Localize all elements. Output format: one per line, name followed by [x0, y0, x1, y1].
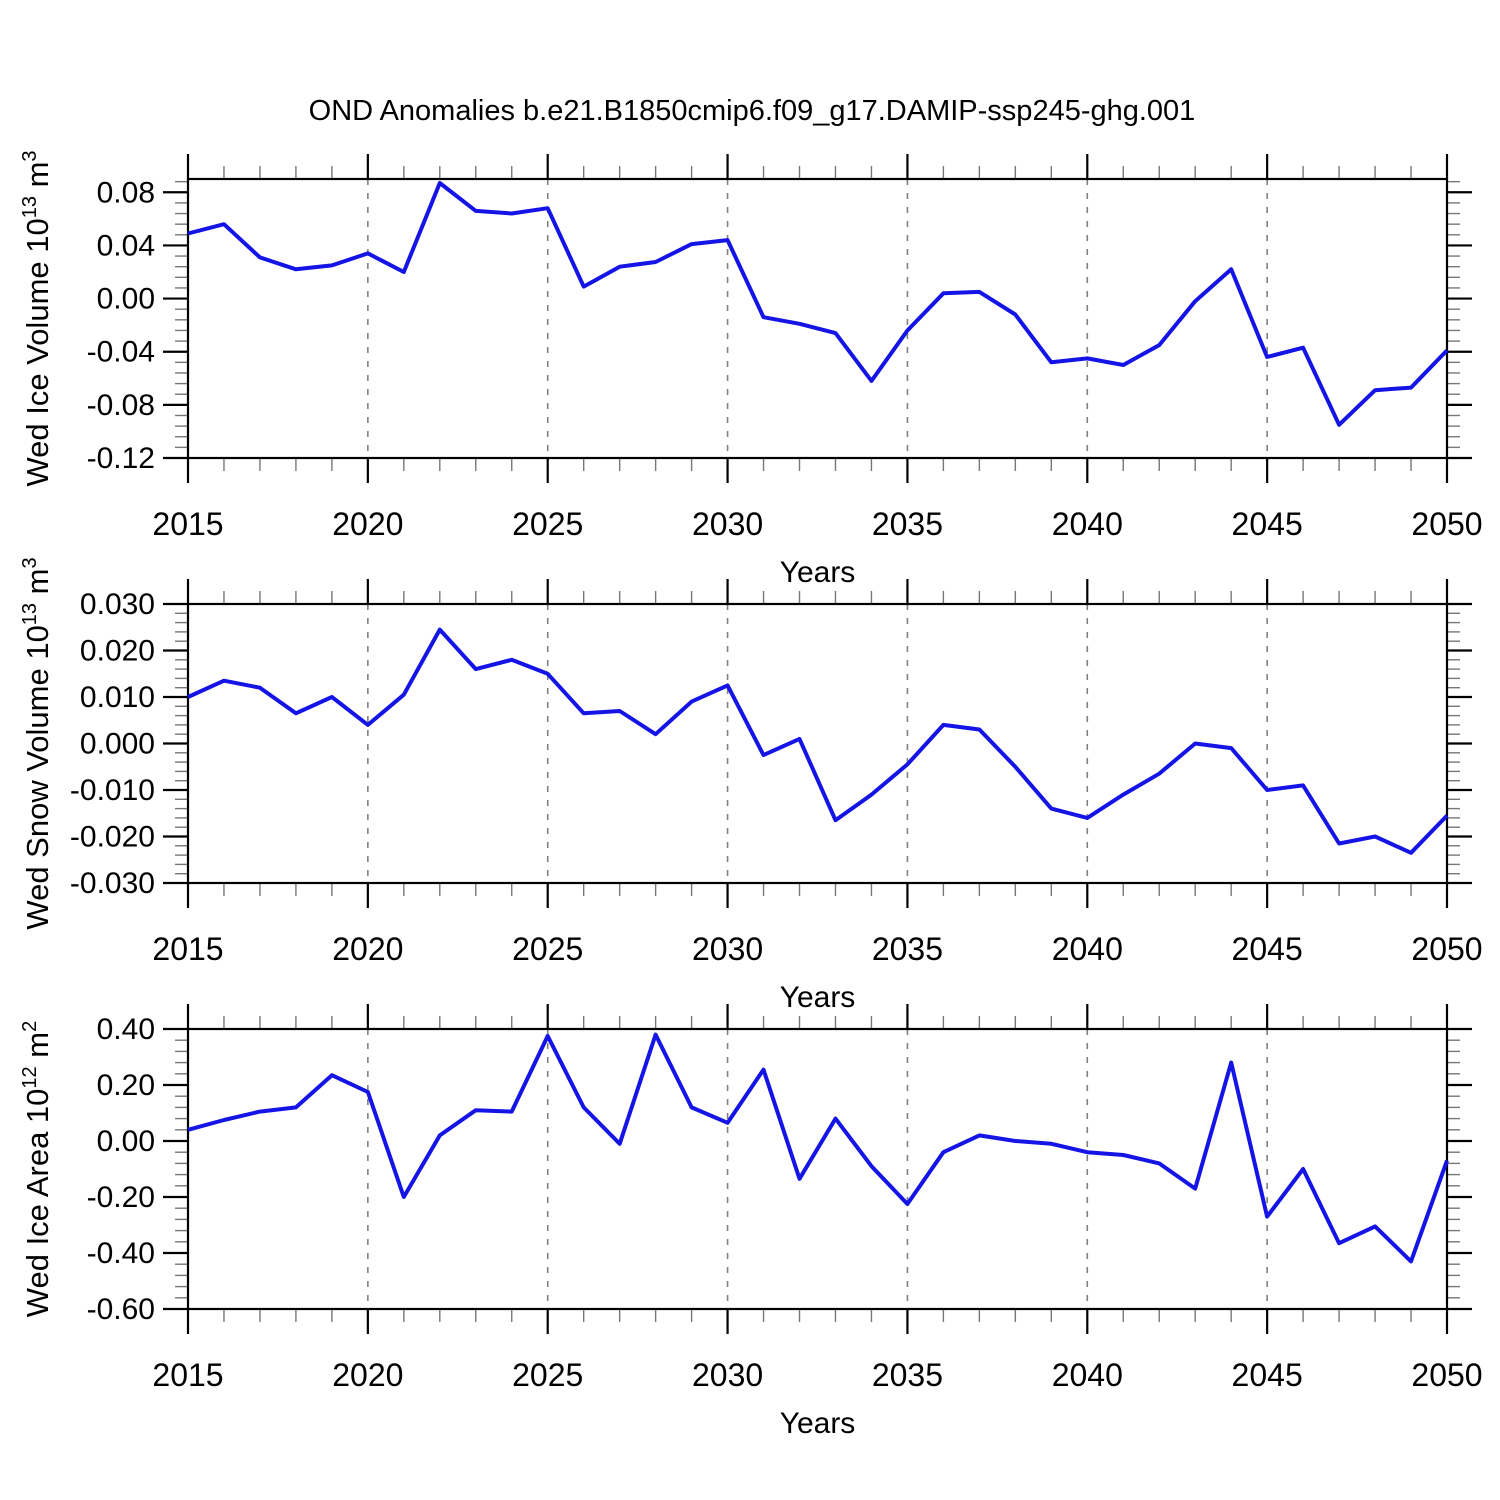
- y-tick-label: -0.60: [87, 1293, 155, 1326]
- x-tick-label: 2020: [332, 1357, 403, 1393]
- y-tick-label: 0.08: [97, 176, 155, 209]
- x-tick-label: 2025: [512, 931, 583, 967]
- x-tick-label: 2040: [1052, 1357, 1123, 1393]
- x-axis-title: Years: [780, 1407, 856, 1440]
- x-tick-label: 2050: [1411, 931, 1482, 967]
- x-tick-label: 2045: [1232, 1357, 1303, 1393]
- y-tick-label: -0.020: [70, 821, 155, 854]
- subplot-2: 2015 2020 2025 2030 2035 2040 2045 2050 0.030 0.0…: [19, 557, 1483, 1014]
- plot-frame: [186, 602, 1449, 885]
- y-axis-title: Wed Ice Area 1012 m2: [19, 1021, 55, 1317]
- x-tick-label: 2050: [1411, 506, 1482, 542]
- x-axis-title: Years: [780, 981, 856, 1014]
- x-tick-label: 2035: [872, 506, 943, 542]
- series-line: [187, 181, 1449, 427]
- x-tick-label: 2030: [692, 506, 763, 542]
- charts-group: 2015 2020 2025 2030 2035 2040 2045 2050 0.08 0.04…: [19, 150, 1483, 1440]
- x-tick-label: 2015: [152, 931, 223, 967]
- plot-frame: [186, 177, 1449, 460]
- x-tick-label: 2015: [152, 1357, 223, 1393]
- y-axis-title: Wed Ice Volume 1013 m3: [19, 150, 55, 486]
- y-tick-label: -0.04: [87, 336, 155, 369]
- x-tick-label: 2045: [1232, 931, 1303, 967]
- y-tick-label: 0.04: [97, 229, 155, 262]
- series-line: [187, 1032, 1449, 1264]
- plot-frame: [186, 1027, 1449, 1311]
- x-tick-label: 2040: [1052, 931, 1123, 967]
- y-tick-label: -0.08: [87, 389, 155, 422]
- y-tick-label: -0.20: [87, 1181, 155, 1214]
- x-tick-label: 2045: [1232, 506, 1303, 542]
- series-line: [187, 627, 1449, 855]
- y-tick-label: 0.00: [97, 283, 155, 316]
- y-tick-label: 0.010: [80, 681, 155, 714]
- y-axis-title: Wed Snow Volume 1013 m3: [19, 557, 55, 929]
- y-tick-label: -0.030: [70, 867, 155, 900]
- figure-title: OND Anomalies b.e21.B1850cmip6.f09_g17.D…: [309, 95, 1196, 127]
- y-tick-label: 0.40: [97, 1013, 155, 1046]
- y-tick-label: 0.000: [80, 728, 155, 761]
- y-tick-label: 0.020: [80, 635, 155, 668]
- subplot-3: 2015 2020 2025 2030 2035 2040 2045 2050 0.40 0.20…: [19, 1004, 1483, 1440]
- x-tick-label: 2050: [1411, 1357, 1482, 1393]
- x-tick-label: 2025: [512, 506, 583, 542]
- x-tick-label: 2030: [692, 931, 763, 967]
- x-tick-label: 2040: [1052, 506, 1123, 542]
- x-axis-title: Years: [780, 556, 856, 589]
- y-tick-label: 0.030: [80, 588, 155, 621]
- y-tick-label: -0.010: [70, 774, 155, 807]
- y-tick-label: 0.20: [97, 1069, 155, 1102]
- y-tick-label: 0.00: [97, 1125, 155, 1158]
- x-tick-label: 2030: [692, 1357, 763, 1393]
- x-tick-label: 2020: [332, 931, 403, 967]
- subplot-1: 2015 2020 2025 2030 2035 2040 2045 2050 0.08 0.04…: [19, 150, 1483, 589]
- x-tick-label: 2035: [872, 931, 943, 967]
- x-tick-label: 2025: [512, 1357, 583, 1393]
- x-tick-label: 2020: [332, 506, 403, 542]
- x-tick-label: 2015: [152, 506, 223, 542]
- y-tick-label: -0.12: [87, 442, 155, 475]
- x-tick-label: 2035: [872, 1357, 943, 1393]
- y-tick-label: -0.40: [87, 1237, 155, 1270]
